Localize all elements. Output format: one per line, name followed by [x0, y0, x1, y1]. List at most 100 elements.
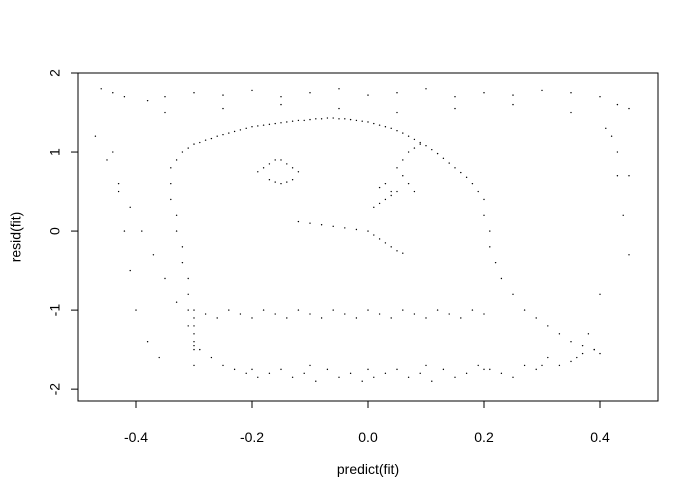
- data-point: [384, 198, 387, 201]
- data-point: [628, 175, 630, 177]
- data-point: [135, 309, 137, 311]
- data-point: [164, 111, 166, 114]
- data-point: [338, 107, 340, 110]
- data-point: [338, 118, 340, 120]
- data-point: [483, 198, 485, 201]
- data-point: [193, 344, 195, 347]
- data-point: [471, 182, 474, 185]
- data-point: [431, 148, 433, 151]
- data-point: [193, 341, 195, 343]
- data-point: [112, 151, 114, 153]
- data-point: [280, 159, 282, 161]
- data-points: [94, 88, 630, 382]
- data-point: [193, 364, 195, 367]
- data-point: [251, 126, 253, 128]
- data-point: [431, 380, 433, 382]
- data-point: [117, 182, 120, 185]
- data-point: [413, 147, 416, 149]
- data-point: [523, 364, 526, 367]
- data-point: [216, 317, 218, 319]
- data-point: [146, 99, 149, 102]
- data-point: [193, 348, 195, 351]
- data-point: [222, 364, 224, 367]
- data-point: [378, 313, 381, 315]
- data-point: [222, 94, 224, 96]
- data-point: [407, 135, 410, 137]
- x-axis: -0.4 -0.2 0.0 0.2 0.4: [124, 400, 610, 445]
- data-point: [425, 145, 427, 147]
- data-point: [396, 167, 398, 169]
- data-point: [535, 317, 537, 319]
- data-point: [419, 141, 421, 144]
- data-point: [407, 376, 410, 378]
- data-point: [378, 186, 381, 189]
- data-point: [170, 167, 172, 169]
- data-point: [204, 139, 207, 141]
- data-point: [291, 120, 294, 122]
- data-point: [413, 313, 416, 315]
- data-point: [355, 119, 358, 122]
- data-point: [320, 317, 323, 319]
- data-point: [599, 352, 601, 355]
- data-point: [436, 152, 439, 155]
- data-point: [320, 224, 323, 226]
- data-point: [628, 254, 630, 256]
- data-point: [303, 119, 305, 122]
- data-point: [280, 122, 282, 124]
- data-point: [303, 372, 305, 375]
- data-point: [228, 132, 230, 134]
- data-point: [239, 129, 242, 131]
- data-point: [187, 325, 189, 327]
- data-point: [419, 372, 421, 375]
- data-point: [390, 317, 392, 319]
- data-point: [407, 182, 410, 185]
- data-point: [402, 132, 404, 134]
- data-point: [222, 107, 224, 110]
- data-point: [239, 313, 242, 315]
- data-point: [570, 111, 572, 114]
- data-point: [402, 309, 404, 311]
- y-tick-label: 1: [47, 148, 63, 156]
- data-point: [547, 325, 549, 327]
- data-point: [570, 360, 572, 363]
- data-point: [175, 230, 178, 232]
- data-point: [100, 88, 102, 90]
- data-point: [262, 309, 265, 311]
- data-point: [332, 309, 334, 311]
- data-point: [309, 92, 311, 94]
- data-point: [280, 368, 282, 371]
- x-tick-label: 0.4: [590, 429, 610, 445]
- data-point: [367, 121, 369, 123]
- data-point: [175, 214, 178, 216]
- data-point: [599, 96, 601, 98]
- data-point: [349, 372, 352, 375]
- data-point: [558, 364, 561, 367]
- data-point: [622, 214, 624, 216]
- data-point: [344, 118, 346, 120]
- data-point: [523, 309, 526, 311]
- data-point: [483, 214, 485, 216]
- data-point: [628, 107, 630, 110]
- data-point: [407, 151, 410, 153]
- data-point: [204, 313, 207, 315]
- data-point: [442, 157, 445, 160]
- data-point: [489, 230, 491, 232]
- data-point: [425, 317, 427, 319]
- data-point: [291, 167, 294, 169]
- data-point: [291, 178, 294, 181]
- data-point: [193, 325, 195, 327]
- data-point: [193, 317, 195, 319]
- data-point: [477, 364, 479, 367]
- data-point: [181, 261, 184, 264]
- data-point: [442, 368, 445, 371]
- y-tick-label: -2: [47, 383, 63, 396]
- data-point: [581, 352, 584, 355]
- data-point: [581, 344, 584, 347]
- y-tick-label: 2: [47, 69, 63, 77]
- data-point: [616, 103, 619, 106]
- data-point: [413, 138, 416, 141]
- data-point: [483, 313, 485, 315]
- data-point: [187, 293, 189, 296]
- data-point: [117, 190, 120, 193]
- data-point: [152, 254, 155, 256]
